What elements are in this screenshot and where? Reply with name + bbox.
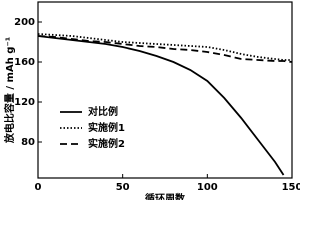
legend-label: 实施例1 [88, 121, 125, 134]
y-tick-label: 80 [21, 137, 35, 148]
series-line [37, 35, 293, 63]
y-tick-label: 120 [14, 97, 35, 108]
legend-label: 实施例2 [88, 137, 125, 150]
x-tick-label: 100 [197, 182, 218, 193]
x-axis-label: 循环周数 [145, 192, 186, 200]
y-axis-label: 放电比容量 / mAh g⁻¹ [3, 37, 16, 144]
x-tick-label: 150 [282, 182, 300, 193]
y-tick-label: 200 [14, 17, 35, 28]
x-tick-label: 50 [116, 182, 130, 193]
legend-label: 对比例 [88, 105, 118, 118]
series-line [37, 33, 292, 61]
plot-frame [37, 1, 293, 179]
x-tick-label: 0 [35, 182, 42, 193]
y-tick-label: 160 [14, 57, 35, 68]
series-line [37, 35, 285, 176]
chart: 循环周数 放电比容量 / mAh g⁻¹ 0 50 100 150 80 120 160 20… [3, 1, 300, 200]
